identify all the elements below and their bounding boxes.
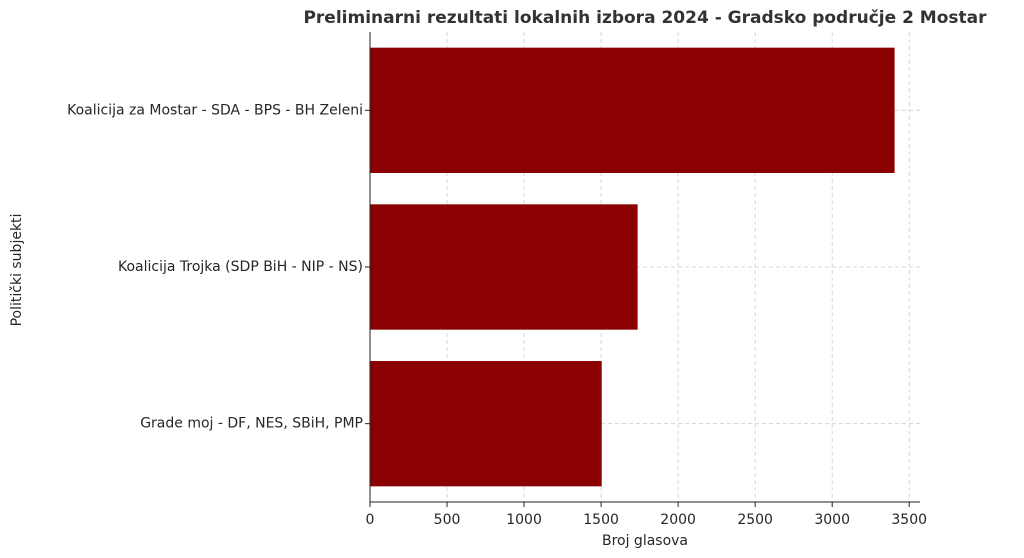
x-tick-label: 2000 [660,512,696,528]
y-tick-label: Koalicija Trojka (SDP BiH - NIP - NS) [118,259,363,275]
x-tick-label: 3500 [891,512,927,528]
bar [370,204,638,330]
y-axis-label: Politički subjekti [9,214,25,327]
chart-title: Preliminarni rezultati lokalnih izbora 2… [303,8,987,28]
x-tick-label: 0 [366,512,375,528]
x-tick-label: 2500 [737,512,773,528]
bar [370,361,602,487]
x-tick-label: 1000 [506,512,542,528]
y-tick-label: Grade moj - DF, NES, SBiH, PMP [140,416,363,432]
bar [370,47,895,173]
x-tick-label: 3000 [814,512,850,528]
x-axis-label: Broj glasova [602,533,688,549]
y-tick-label: Koalicija za Mostar - SDA - BPS - BH Zel… [67,102,363,118]
x-tick-label: 500 [434,512,461,528]
x-tick-label: 1500 [583,512,619,528]
